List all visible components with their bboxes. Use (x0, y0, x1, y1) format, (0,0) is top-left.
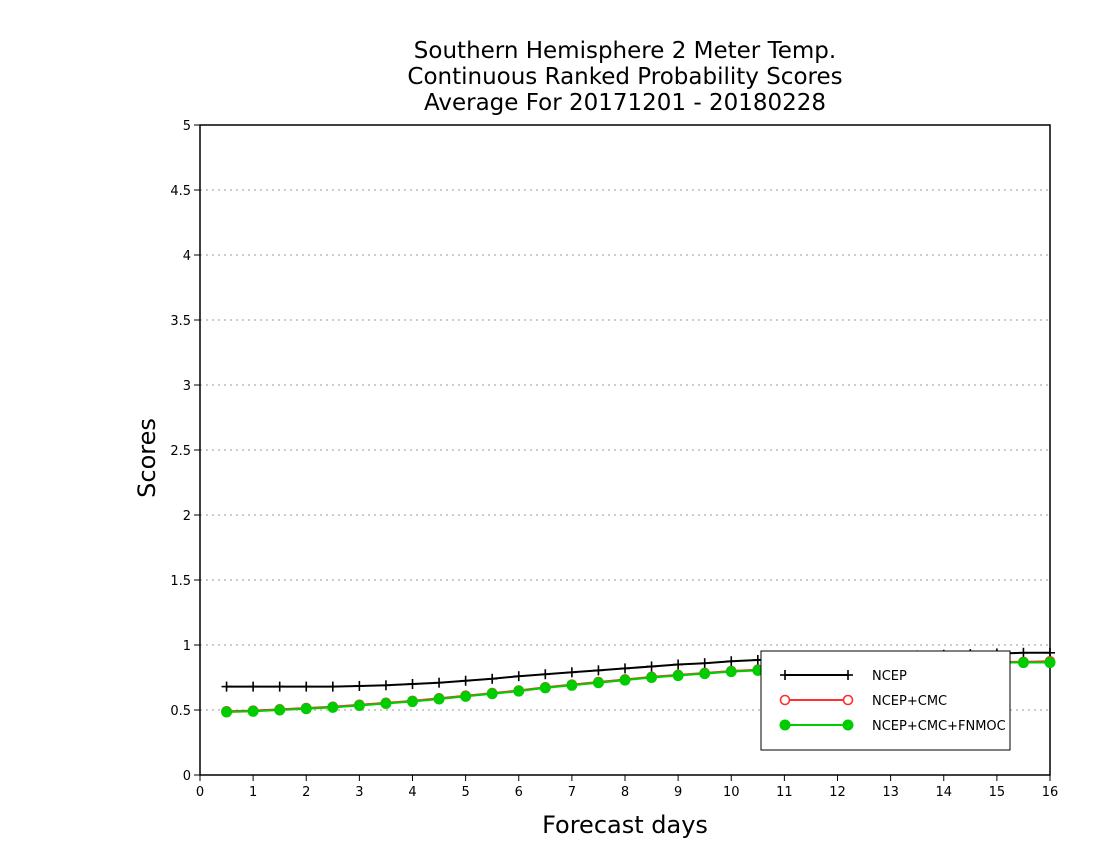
y-tick-label: 2.5 (170, 444, 191, 459)
y-tick-label: 5 (183, 119, 191, 134)
data-point-ncep (327, 681, 338, 692)
data-point-ncep (407, 679, 418, 689)
y-axis-label: Scores (133, 418, 161, 498)
x-tick-label: 8 (621, 785, 629, 800)
x-tick-label: 5 (461, 785, 469, 800)
grid-lines (200, 124, 1050, 711)
data-point-ncep-cmc-fnmoc (646, 672, 658, 683)
legend-label: NCEP+CMC+FNMOC (872, 719, 1006, 734)
x-tick-label: 4 (408, 785, 416, 800)
legend-marker (843, 670, 853, 680)
y-tick-label: 0.5 (170, 704, 191, 719)
data-point-ncep-cmc-fnmoc (539, 682, 551, 694)
data-point-ncep-cmc-fnmoc (353, 699, 365, 711)
y-axis: 0 0.5 1 1.5 2 2.5 3 3.5 4 4.5 5 (170, 119, 200, 784)
x-tick-label: 11 (776, 785, 793, 800)
y-tick-label: 3 (183, 379, 191, 394)
data-point-ncep-cmc-fnmoc (566, 679, 578, 691)
data-point-ncep (593, 665, 604, 676)
legend-marker (842, 694, 854, 706)
x-tick-label: 10 (723, 785, 740, 800)
x-tick-label: 0 (196, 785, 204, 800)
y-tick-label: 4.5 (170, 184, 191, 199)
data-point-ncep-cmc-fnmoc (672, 670, 684, 682)
data-point-ncep-cmc-fnmoc (300, 703, 312, 715)
data-point-ncep (380, 680, 391, 691)
data-point-ncep (673, 659, 684, 670)
chart-title: Southern Hemisphere 2 Meter Temp. Contin… (407, 38, 842, 116)
x-tick-label: 13 (882, 785, 899, 800)
data-point-ncep (646, 661, 657, 672)
x-tick-label: 3 (355, 785, 363, 800)
chart-title-line-2: Continuous Ranked Probability Scores (407, 64, 842, 90)
data-point-ncep (620, 663, 630, 674)
legend-entry-ncep-cmc-fnmoc: NCEP+CMC+FNMOC (779, 719, 1006, 734)
y-tick-label: 4 (183, 249, 191, 264)
data-point-ncep-cmc-fnmoc (1017, 657, 1029, 669)
data-point-ncep-cmc-fnmoc (592, 677, 604, 689)
legend-marker (779, 719, 791, 731)
chart-title-line-3: Average For 20171201 - 20180228 (424, 90, 826, 116)
data-point-ncep-cmc-fnmoc (221, 706, 233, 718)
legend-marker (842, 719, 854, 731)
x-tick-label: 12 (829, 785, 846, 800)
data-point-ncep (434, 677, 445, 688)
data-point-ncep-cmc-fnmoc (725, 666, 737, 678)
y-tick-label: 3.5 (170, 314, 191, 329)
y-tick-label: 0 (183, 769, 191, 784)
data-point-ncep (726, 656, 737, 667)
data-point-ncep (460, 675, 471, 686)
data-point-ncep-cmc-fnmoc (460, 690, 472, 702)
data-point-ncep (487, 673, 498, 684)
x-axis-label: Forecast days (542, 811, 708, 839)
data-point-ncep-cmc-fnmoc (619, 674, 631, 686)
x-axis: 0 1 2 3 4 5 6 7 8 9 10 11 12 13 14 15 16 (196, 775, 1058, 800)
x-tick-label: 9 (674, 785, 682, 800)
legend-entries: NCEP NCEP+CMC NCEP+CMC+FNMOC (779, 669, 1006, 734)
legend-marker (780, 670, 790, 680)
y-tick-label: 1.5 (170, 574, 191, 589)
data-point-ncep (301, 681, 312, 692)
data-point-ncep (274, 681, 285, 692)
data-point-ncep-cmc-fnmoc (433, 693, 445, 705)
legend-label: NCEP+CMC (872, 694, 947, 709)
data-point-ncep-cmc-fnmoc (699, 668, 711, 680)
data-point-ncep-cmc-fnmoc (513, 685, 525, 697)
data-point-ncep (1018, 647, 1029, 658)
data-point-ncep (221, 681, 232, 692)
chart-title-line-1: Southern Hemisphere 2 Meter Temp. (414, 38, 836, 64)
legend: NCEP NCEP+CMC NCEP+CMC+FNMOC (760, 650, 1011, 751)
x-tick-label: 15 (989, 785, 1006, 800)
x-tick-label: 6 (515, 785, 523, 800)
data-point-ncep (540, 669, 551, 680)
data-point-ncep-cmc-fnmoc (407, 696, 418, 708)
data-point-ncep-cmc-fnmoc (1044, 657, 1056, 669)
data-point-ncep-cmc-fnmoc (327, 701, 339, 713)
x-tick-label: 2 (302, 785, 310, 800)
y-tick-label: 2 (183, 509, 191, 524)
data-point-ncep (566, 667, 577, 678)
data-point-ncep-cmc-fnmoc (274, 704, 286, 716)
legend-marker (779, 694, 791, 706)
data-point-ncep-cmc-fnmoc (380, 698, 392, 709)
x-tick-label: 7 (568, 785, 576, 800)
data-point-ncep (513, 671, 524, 682)
data-point-ncep (354, 680, 365, 691)
legend-label: NCEP (872, 669, 907, 684)
legend-entry-ncep-cmc: NCEP+CMC (779, 694, 947, 709)
x-tick-label: 16 (1042, 785, 1059, 800)
data-point-ncep-cmc-fnmoc (486, 688, 498, 700)
legend-entry-ncep: NCEP (780, 669, 907, 684)
x-tick-label: 14 (935, 785, 952, 800)
data-point-ncep-cmc-fnmoc (247, 705, 259, 717)
data-point-ncep (248, 681, 259, 692)
y-tick-label: 1 (183, 639, 191, 654)
x-tick-label: 1 (249, 785, 257, 800)
data-point-ncep (699, 658, 710, 669)
